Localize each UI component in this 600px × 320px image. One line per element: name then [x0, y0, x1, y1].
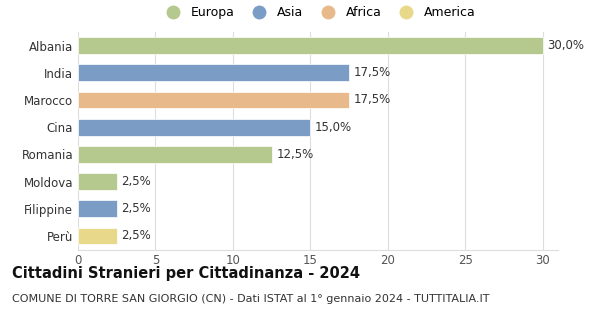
- Text: Cittadini Stranieri per Cittadinanza - 2024: Cittadini Stranieri per Cittadinanza - 2…: [12, 266, 360, 281]
- Bar: [78, 92, 349, 108]
- Text: 17,5%: 17,5%: [353, 93, 391, 107]
- Text: 30,0%: 30,0%: [547, 39, 584, 52]
- Text: 12,5%: 12,5%: [276, 148, 313, 161]
- Legend: Europa, Asia, Africa, America: Europa, Asia, Africa, America: [158, 4, 478, 21]
- Text: 2,5%: 2,5%: [121, 175, 151, 188]
- Text: 15,0%: 15,0%: [315, 121, 352, 134]
- Bar: [78, 64, 349, 81]
- Text: 2,5%: 2,5%: [121, 202, 151, 215]
- Bar: [78, 119, 310, 136]
- Bar: [78, 37, 542, 54]
- Bar: [78, 200, 117, 217]
- Text: 2,5%: 2,5%: [121, 229, 151, 243]
- Text: 17,5%: 17,5%: [353, 66, 391, 79]
- Bar: [78, 173, 117, 190]
- Bar: [78, 146, 272, 163]
- Bar: [78, 228, 117, 244]
- Text: COMUNE DI TORRE SAN GIORGIO (CN) - Dati ISTAT al 1° gennaio 2024 - TUTTITALIA.IT: COMUNE DI TORRE SAN GIORGIO (CN) - Dati …: [12, 294, 490, 304]
